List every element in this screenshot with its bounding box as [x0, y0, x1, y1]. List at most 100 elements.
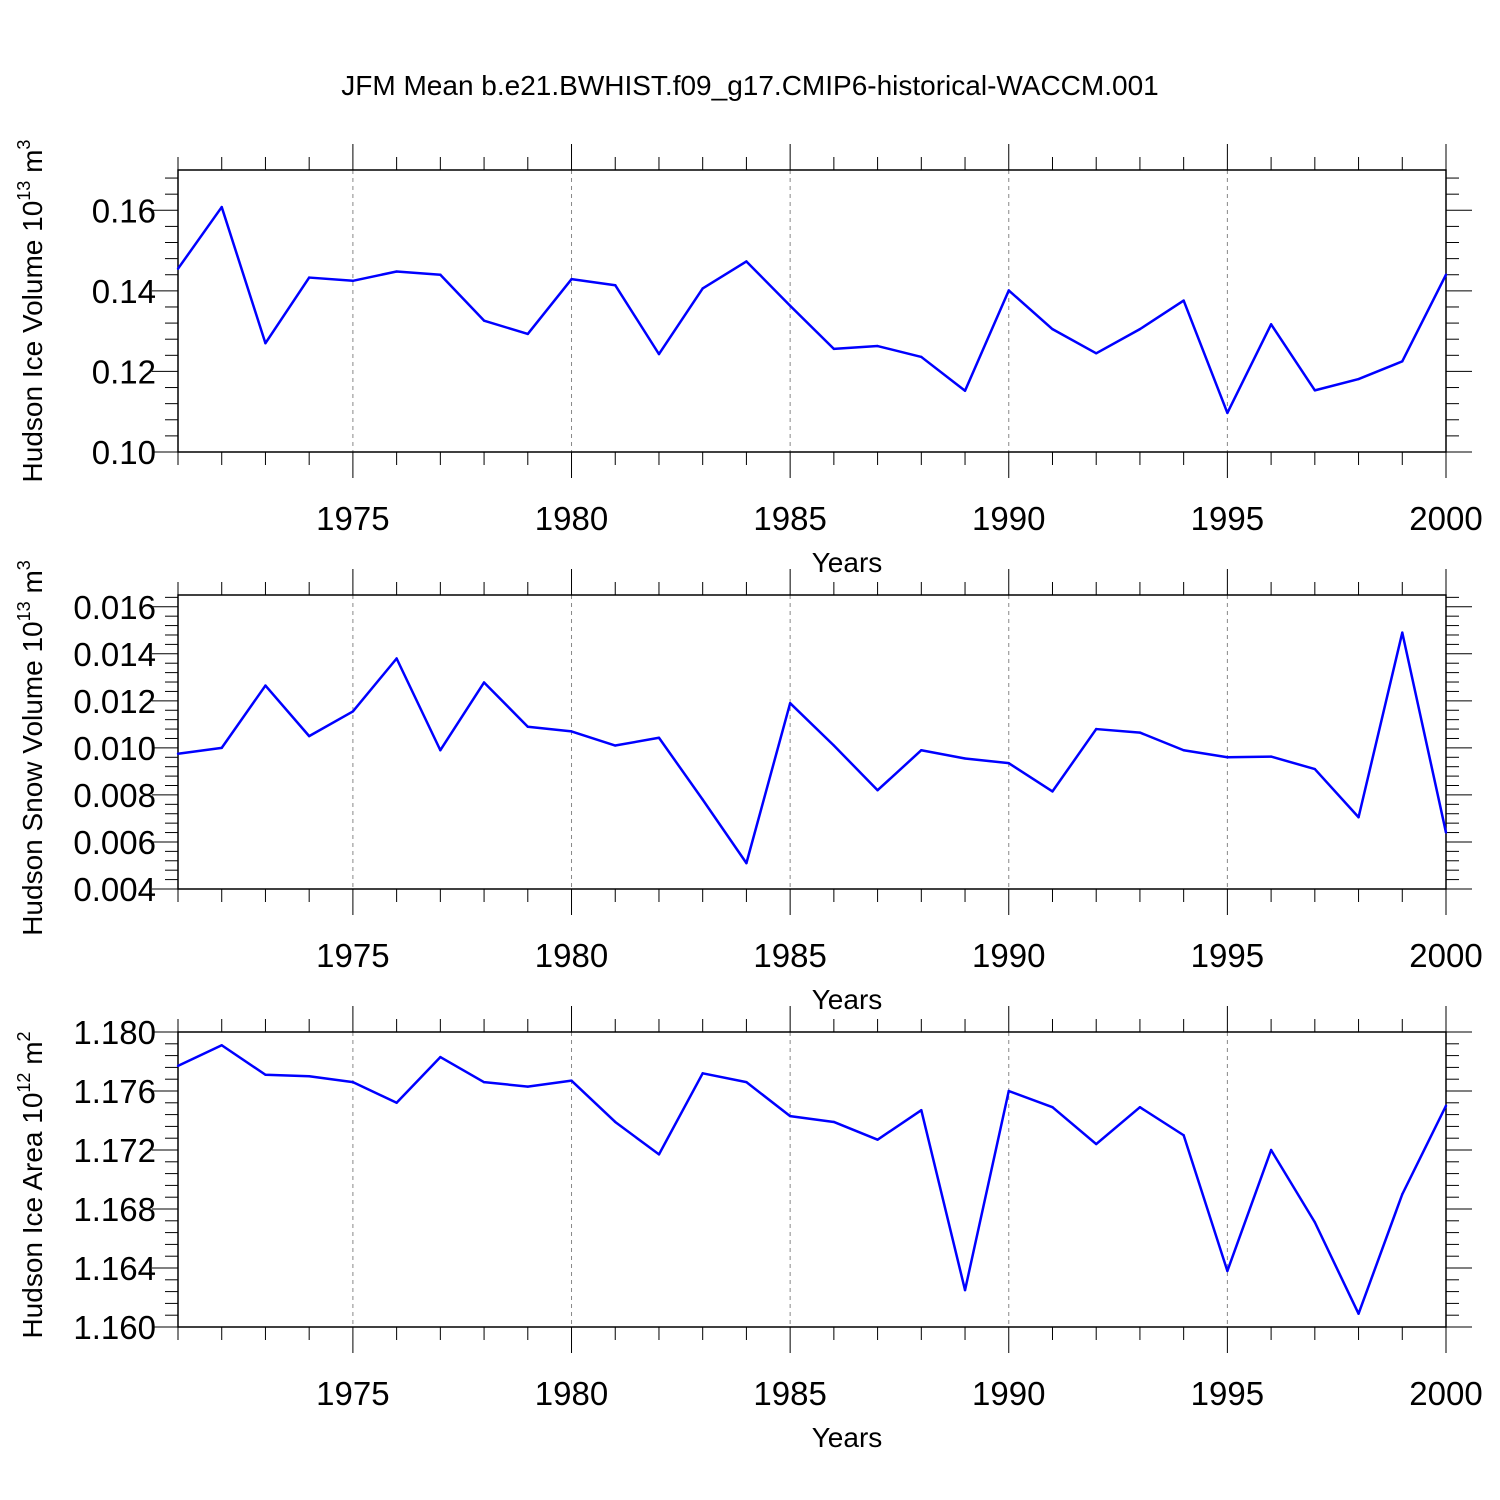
- data-point: [1444, 1104, 1448, 1107]
- data-point: [1226, 411, 1229, 415]
- data-point: [1313, 1221, 1317, 1224]
- y-tick-label: 0.014: [73, 636, 156, 673]
- data-point: [1444, 273, 1448, 276]
- x-axis-title: Years: [812, 547, 883, 578]
- data-point: [395, 657, 398, 660]
- data-point: [351, 710, 355, 713]
- data-point: [570, 730, 573, 733]
- data-point: [351, 279, 355, 282]
- data-point: [1182, 1134, 1185, 1137]
- y-tick-label: 0.006: [73, 824, 156, 861]
- data-point: [1357, 1312, 1360, 1315]
- y-tick-label: 0.010: [73, 730, 156, 767]
- data-point: [351, 1080, 355, 1084]
- data-point: [264, 1073, 267, 1076]
- series-line: [177, 1044, 1448, 1315]
- data-point: [1226, 1269, 1229, 1273]
- data-point: [788, 701, 792, 705]
- data-point: [920, 355, 923, 359]
- x-tick-label: 1975: [316, 1375, 389, 1412]
- data-point: [1095, 352, 1098, 355]
- data-point: [788, 1114, 792, 1118]
- x-tick-label: 1985: [753, 1375, 826, 1412]
- x-tick-label: 1980: [535, 500, 608, 537]
- y-tick-label: 0.16: [92, 192, 156, 229]
- data-point: [1095, 1142, 1098, 1146]
- data-point: [1313, 389, 1317, 392]
- data-point: [395, 1101, 398, 1105]
- x-axis-title: Years: [812, 1422, 883, 1453]
- data-point: [307, 1075, 311, 1078]
- data-point: [745, 1080, 748, 1084]
- data-point: [614, 1120, 617, 1124]
- data-point: [264, 684, 267, 687]
- data-point: [570, 1079, 573, 1082]
- data-point: [1051, 1106, 1054, 1109]
- data-point: [963, 389, 967, 392]
- x-tick-label: 1980: [535, 1375, 608, 1412]
- data-point: [963, 757, 967, 760]
- data-point: [1401, 360, 1404, 363]
- data-point: [832, 1120, 836, 1124]
- data-point: [570, 277, 573, 281]
- data-point: [439, 749, 442, 752]
- plot-frame: [177, 169, 1447, 453]
- data-point: [657, 352, 661, 356]
- data-point: [1138, 327, 1142, 331]
- y-tick-label: 0.10: [92, 434, 156, 471]
- figure-title: JFM Mean b.e21.BWHIST.f09_g17.CMIP6-hist…: [341, 70, 1159, 101]
- data-point: [176, 1064, 180, 1068]
- y-tick-label: 0.016: [73, 589, 156, 626]
- data-point: [614, 284, 617, 287]
- data-point: [701, 798, 704, 801]
- data-point: [439, 1055, 442, 1059]
- y-tick-label: 1.172: [73, 1132, 156, 1169]
- data-point: [745, 861, 748, 865]
- data-point: [876, 789, 879, 792]
- chart-panel-2: 0.004 0.006 0.008 0.010 0.012 0.014 0.016 1975 1…: [14, 560, 1483, 1015]
- data-point: [1182, 299, 1185, 302]
- data-point: [832, 744, 836, 747]
- data-point: [482, 681, 486, 684]
- data-point: [1269, 755, 1273, 758]
- data-point: [526, 1085, 529, 1088]
- data-point: [701, 287, 704, 290]
- data-point: [701, 1072, 704, 1075]
- data-point: [1269, 323, 1273, 326]
- x-tick-label: 2000: [1409, 500, 1482, 537]
- data-point: [745, 260, 748, 263]
- y-tick-label: 1.160: [73, 1309, 156, 1346]
- data-point: [1357, 816, 1360, 819]
- plot-frame: [177, 594, 1447, 890]
- y-tick-label: 1.176: [73, 1073, 156, 1110]
- x-tick-label: 1975: [316, 500, 389, 537]
- x-tick-label: 1985: [753, 500, 826, 537]
- data-point: [482, 1080, 486, 1084]
- y-axis-title: Hudson Snow Volume 1013 m3: [14, 560, 48, 936]
- data-point: [614, 744, 617, 747]
- y-axis-title: Hudson Ice Area 1012 m2: [14, 1031, 48, 1338]
- data-point: [1226, 756, 1229, 759]
- data-point: [657, 1153, 661, 1156]
- x-tick-label: 1990: [972, 1375, 1045, 1412]
- y-tick-label: 1.168: [73, 1191, 156, 1228]
- data-point: [264, 342, 267, 345]
- y-tick-label: 0.012: [73, 683, 156, 720]
- x-tick-label: 2000: [1409, 937, 1482, 974]
- y-tick-label: 1.164: [73, 1250, 156, 1287]
- data-point: [1401, 1193, 1404, 1196]
- chart-panel-3: 1.160 1.164 1.168 1.172 1.176 1.180 1975 1980 19…: [14, 1006, 1483, 1453]
- plot-frame: [177, 1031, 1447, 1328]
- data-point: [1357, 377, 1360, 381]
- x-tick-label: 1985: [753, 937, 826, 974]
- data-point: [307, 734, 311, 738]
- x-tick-label: 2000: [1409, 1375, 1482, 1412]
- data-point: [788, 304, 792, 307]
- data-point: [395, 270, 398, 273]
- data-point: [1138, 731, 1142, 734]
- x-tick-label: 1995: [1191, 500, 1264, 537]
- y-axis-title: Hudson Ice Volume 1013 m3: [14, 140, 48, 483]
- data-point: [1182, 749, 1185, 752]
- data-point: [526, 725, 529, 728]
- data-point: [876, 1138, 879, 1141]
